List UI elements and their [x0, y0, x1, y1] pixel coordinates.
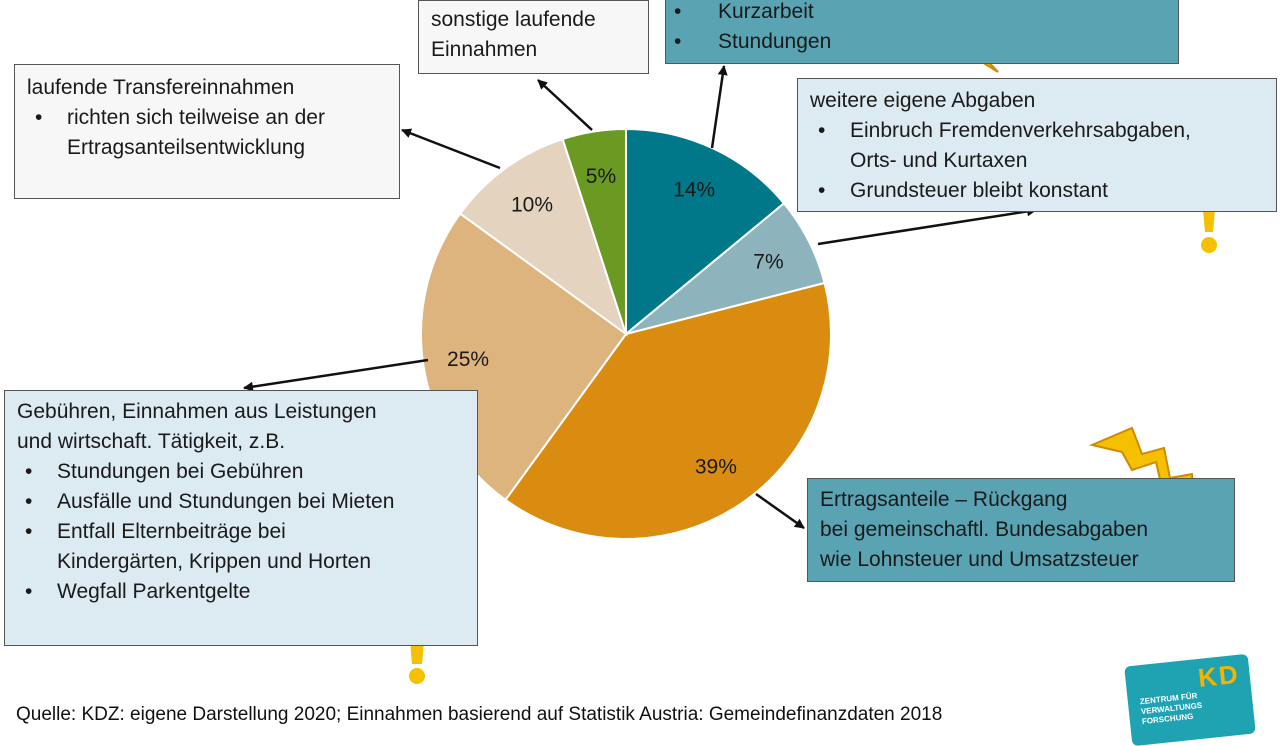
box-abgaben: weitere eigene Abgaben Einbruch Fremdenv…: [797, 78, 1277, 212]
box-sonstige-line2: Einnahmen: [431, 38, 538, 61]
exclamation-icon: [409, 668, 425, 684]
box-ertrag-line1: Ertragsanteile – Rückgang: [820, 488, 1068, 511]
box-abgaben-item-1-line2: Orts- und Kurtaxen: [850, 149, 1028, 172]
box-ertrag-line3: wie Lohnsteuer und Umsatzsteuer: [820, 548, 1139, 571]
pie-slice: [625, 127, 786, 337]
pie-slice-label: 39%: [695, 455, 737, 478]
box-gebuehren-item-3-line2: Kindergärten, Krippen und Horten: [57, 550, 372, 573]
box-transfer-title: laufende Transfereinnahmen: [27, 76, 295, 99]
box-transfer-item-line1: richten sich teilweise an der: [67, 106, 325, 129]
box-sonstige-line1: sonstige laufende: [431, 8, 596, 31]
box-gebuehren-item-1: Stundungen bei Gebühren: [17, 457, 465, 487]
pie-slice: [561, 127, 627, 335]
pie-slice: [458, 137, 628, 337]
box-gebuehren-title-line2: und wirtschaft. Tätigkeit, z.B.: [17, 430, 286, 453]
pie-slice-label: 5%: [586, 165, 616, 188]
box-gebuehren-title-line1: Gebühren, Einnahmen aus Leistungen: [17, 400, 377, 423]
box-ertrag-line2: bei gemeinschaftl. Bundesabgaben: [820, 518, 1149, 541]
exclamation-icon: [1201, 237, 1217, 253]
box-gebuehren-item-3-line1: Entfall Elternbeiträge bei: [57, 520, 286, 543]
arrow-ertrag: [755, 492, 805, 530]
pie-slice-label: 25%: [447, 348, 489, 371]
box-abgaben-item-2: Grundsteuer bleibt konstant: [810, 176, 1264, 206]
arrow-kurzarbeit: [710, 65, 728, 149]
box-gebuehren-item-3: Entfall Elternbeiträge bei Kindergärten,…: [17, 517, 465, 577]
box-kurzarbeit-item-1: Kurzarbeit: [666, 0, 1168, 27]
box-transfer: laufende Transfereinnahmen richten sich …: [14, 64, 400, 199]
pie-chart: 14% 7% 39% 25% 10% 5%: [243, 0, 1217, 684]
kdz-logo: KD ZENTRUM FÜR VERWALTUNGS FORSCHUNG: [1124, 653, 1256, 746]
arrow-gebuehren: [243, 358, 429, 392]
source-footer: Quelle: KDZ: eigene Darstellung 2020; Ei…: [16, 704, 943, 725]
box-kurzarbeit-item-2: Stundungen: [666, 27, 1168, 57]
box-transfer-item: richten sich teilweise an der Ertragsant…: [27, 103, 387, 163]
box-gebuehren: Gebühren, Einnahmen aus Leistungen und w…: [4, 390, 478, 646]
arrow-sonstige: [537, 79, 593, 131]
box-gebuehren-item-2: Ausfälle und Stundungen bei Mieten: [17, 487, 465, 517]
box-abgaben-title: weitere eigene Abgaben: [810, 89, 1036, 112]
logo-letters: KD: [1196, 658, 1242, 693]
pie-slice-label: 7%: [753, 250, 783, 273]
box-ertrag: Ertragsanteile – Rückgang bei gemeinscha…: [807, 478, 1235, 582]
box-sonstige: sonstige laufende Einnahmen: [418, 0, 649, 74]
arrow-transfer: [401, 128, 501, 170]
box-abgaben-item-1: Einbruch Fremdenverkehrsabgaben, Orts- u…: [810, 116, 1264, 176]
pie-slice-label: 14%: [673, 178, 715, 201]
pie-slice-label: 10%: [511, 194, 553, 217]
box-abgaben-item-1-line1: Einbruch Fremdenverkehrsabgaben,: [850, 119, 1191, 142]
box-transfer-item-line2: Ertragsanteilsentwicklung: [67, 136, 306, 159]
box-kurzarbeit: Kurzarbeit Stundungen: [665, 0, 1179, 64]
box-gebuehren-item-4: Wegfall Parkentgelte: [17, 577, 465, 607]
logo-text: ZENTRUM FÜR VERWALTUNGS FORSCHUNG: [1139, 691, 1203, 727]
arrow-abgaben: [817, 206, 1037, 246]
pie-slice: [504, 281, 832, 540]
